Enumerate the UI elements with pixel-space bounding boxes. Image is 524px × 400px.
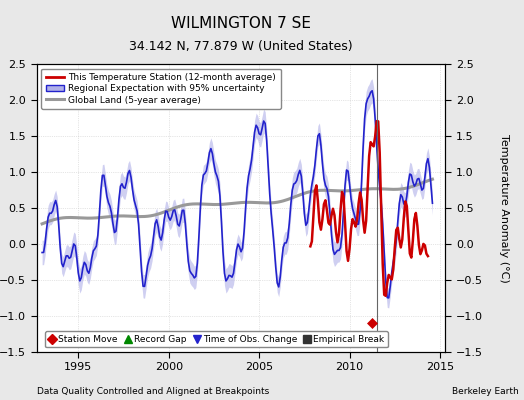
Text: Data Quality Controlled and Aligned at Breakpoints: Data Quality Controlled and Aligned at B… bbox=[37, 387, 269, 396]
Text: 34.142 N, 77.879 W (United States): 34.142 N, 77.879 W (United States) bbox=[129, 40, 353, 53]
Y-axis label: Temperature Anomaly (°C): Temperature Anomaly (°C) bbox=[499, 134, 509, 282]
Text: WILMINGTON 7 SE: WILMINGTON 7 SE bbox=[171, 16, 311, 31]
Text: Berkeley Earth: Berkeley Earth bbox=[452, 387, 519, 396]
Legend: Station Move, Record Gap, Time of Obs. Change, Empirical Break: Station Move, Record Gap, Time of Obs. C… bbox=[45, 331, 388, 348]
